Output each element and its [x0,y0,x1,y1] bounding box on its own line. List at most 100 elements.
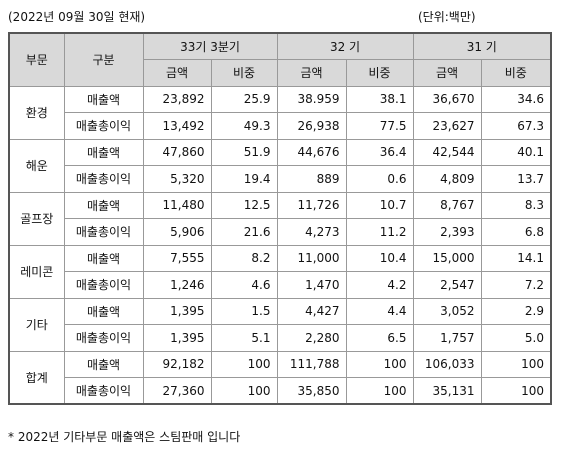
cell-value: 47,860 [142,138,212,166]
header-row: 부문 구분 33기 3분기 32 기 31 기 [8,32,552,87]
cell-value: 36,670 [412,85,482,113]
footnote: * 2022년 기타부문 매출액은 스팀판매 입니다 [8,430,241,444]
cell-value: 111,788 [276,350,347,378]
cell-value: 12.5 [210,191,278,219]
cell-value: 4,427 [276,297,347,325]
cell-value: 34.6 [480,85,552,113]
cell-value: 23,892 [142,85,212,113]
cell-value: 2.9 [480,297,552,325]
data-row: 해운 매출액 47,860 51.9 44,676 36.4 42,544 40.1 [8,138,552,193]
row-label: 매출총이익 [63,218,144,246]
row-label: 매출액 [63,244,144,272]
cell-value: 11,726 [276,191,347,219]
cell-value: 8.2 [210,244,278,272]
data-row: 매출총이익 5,320 19.4 889 0.6 4,809 13.7 [9,165,552,193]
cell-value: 44,676 [276,138,347,166]
cell-value: 25.9 [210,85,278,113]
cell-value: 0.6 [345,165,414,193]
cell-value: 1,395 [142,297,212,325]
period-header: 31 기 [412,32,552,60]
cell-value: 4,809 [412,165,482,193]
segment-name: 기타 [8,297,65,352]
cell-value: 889 [276,165,347,193]
cell-value: 42,544 [412,138,482,166]
data-row: 골프장 매출액 11,480 12.5 11,726 10.7 8,767 8.3 [8,191,552,246]
cell-value: 5.1 [210,324,278,352]
data-row: 매출총이익 5,906 21.6 4,273 11.2 2,393 6.8 [9,218,552,246]
cell-value: 51.9 [210,138,278,166]
cell-value: 5,320 [142,165,212,193]
row-label: 매출총이익 [63,324,144,352]
sub-header: 금액 [142,59,212,87]
sub-header: 비중 [345,59,414,87]
column-header: 구분 [63,32,144,87]
cell-value: 26,938 [276,112,347,140]
sub-header: 금액 [412,59,482,87]
column-header: 부문 [8,32,65,87]
row-label: 매출액 [63,350,144,378]
cell-value: 4.4 [345,297,414,325]
cell-value: 100 [345,377,414,405]
cell-value: 1,246 [142,271,212,299]
cell-value: 4.6 [210,271,278,299]
cell-value: 10.4 [345,244,414,272]
cell-value: 6.8 [480,218,552,246]
data-row: 환경 매출액 23,892 25.9 38.959 38.1 36,670 34.6 [8,85,552,140]
cell-value: 49.3 [210,112,278,140]
cell-value: 21.6 [210,218,278,246]
segment-name: 골프장 [8,191,65,246]
data-row: 매출총이익 1,246 4.6 1,470 4.2 2,547 7.2 [9,271,552,299]
cell-value: 5.0 [480,324,552,352]
cell-value: 2,393 [412,218,482,246]
cell-value: 67.3 [480,112,552,140]
data-table: 부문 구분 33기 3분기 32 기 31 기 금액 비중 금액 비중 금액 비중 환경 매출액 23,… [8,32,552,405]
segment-name: 레미콘 [8,244,65,299]
header-row: 금액 비중 금액 비중 금액 비중 [9,59,552,87]
sub-header: 비중 [210,59,278,87]
period-header: 32 기 [276,32,414,60]
cell-value: 38.959 [276,85,347,113]
cell-value: 11.2 [345,218,414,246]
period-header: 33기 3분기 [142,32,278,60]
cell-value: 100 [345,350,414,378]
cell-value: 13,492 [142,112,212,140]
cell-value: 11,480 [142,191,212,219]
cell-value: 77.5 [345,112,414,140]
cell-value: 1,395 [142,324,212,352]
row-label: 매출액 [63,297,144,325]
cell-value: 14.1 [480,244,552,272]
cell-value: 100 [210,377,278,405]
cell-value: 100 [480,377,552,405]
row-label: 매출액 [63,191,144,219]
cell-value: 7.2 [480,271,552,299]
data-row: 기타 매출액 1,395 1.5 4,427 4.4 3,052 2.9 [8,297,552,352]
unit-note: (단위:백만) [418,10,476,24]
cell-value: 8.3 [480,191,552,219]
cell-value: 8,767 [412,191,482,219]
row-label: 매출총이익 [63,377,144,405]
cell-value: 4.2 [345,271,414,299]
data-row: 매출총이익 27,360 100 35,850 100 35,131 100 [9,377,552,405]
row-label: 매출액 [63,138,144,166]
row-label: 매출총이익 [63,112,144,140]
sub-header: 금액 [276,59,347,87]
sub-header: 비중 [480,59,552,87]
cell-value: 38.1 [345,85,414,113]
row-label: 매출총이익 [63,165,144,193]
data-row: 매출총이익 1,395 5.1 2,280 6.5 1,757 5.0 [9,324,552,352]
cell-value: 1,757 [412,324,482,352]
cell-value: 7,555 [142,244,212,272]
cell-value: 40.1 [480,138,552,166]
segment-name: 합계 [8,350,65,405]
cell-value: 2,547 [412,271,482,299]
cell-value: 35,131 [412,377,482,405]
cell-value: 19.4 [210,165,278,193]
segment-name: 해운 [8,138,65,193]
cell-value: 100 [480,350,552,378]
cell-value: 23,627 [412,112,482,140]
data-row: 레미콘 매출액 7,555 8.2 11,000 10.4 15,000 14.1 [8,244,552,299]
cell-value: 11,000 [276,244,347,272]
cell-value: 10.7 [345,191,414,219]
cell-value: 2,280 [276,324,347,352]
